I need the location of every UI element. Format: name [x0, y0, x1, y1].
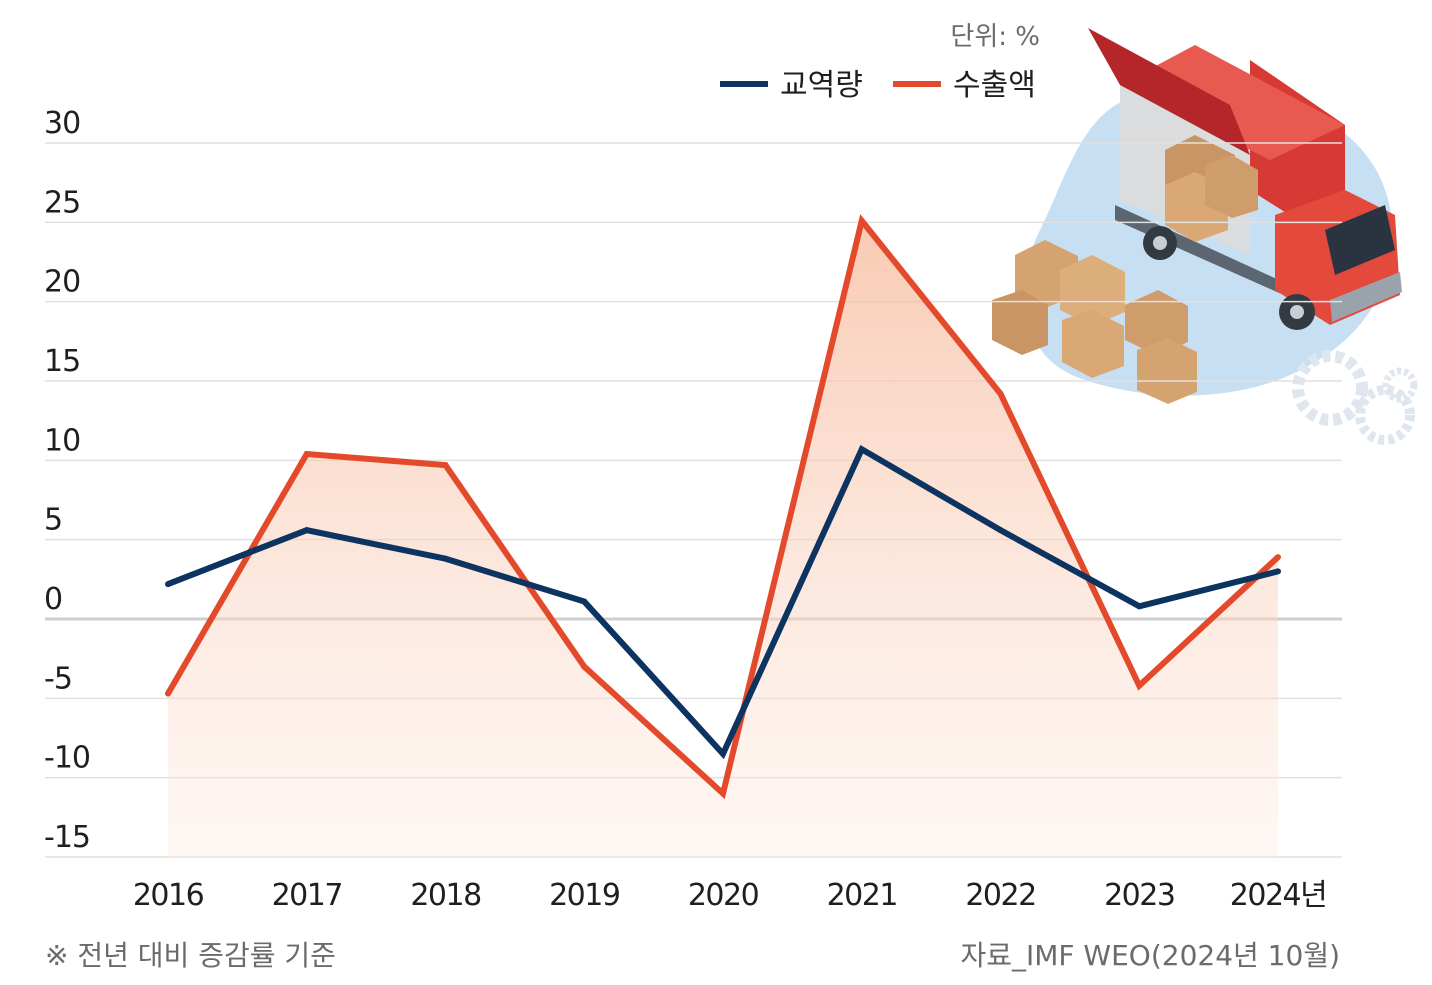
- point-trade-volume: [1136, 603, 1143, 610]
- box-ground-6: [1137, 338, 1197, 404]
- x-tick-label: 2020: [688, 878, 759, 913]
- y-tick-label: 5: [44, 503, 62, 538]
- export-area: [168, 220, 1278, 857]
- x-tick-label: 2016: [133, 878, 204, 913]
- truck-bumper: [1330, 272, 1402, 322]
- truck-windshield: [1325, 205, 1395, 275]
- point-export-value: [165, 690, 171, 697]
- y-tick-label: -5: [44, 661, 72, 696]
- point-trade-volume: [1275, 568, 1281, 575]
- truck-cargo-top: [1120, 45, 1345, 160]
- point-export-value: [720, 790, 726, 797]
- truck-door: [1088, 28, 1250, 155]
- x-tick-label: 2021: [827, 878, 897, 913]
- x-axis-ticks: 2016 2017 2018 2019 2020 2021 2022 2023 2024년: [133, 878, 1328, 913]
- box-ground-5: [1125, 290, 1188, 356]
- gear-icon: [1382, 367, 1418, 403]
- point-export-value: [858, 217, 865, 224]
- unit-label: 단위: %: [950, 22, 1040, 52]
- x-tick-label: 2018: [410, 878, 481, 913]
- y-tick-label: 15: [44, 344, 80, 379]
- gear-icon: [1355, 385, 1415, 445]
- point-export-value: [997, 390, 1004, 397]
- legend: 교역량 수출액: [720, 68, 1036, 103]
- y-tick-label: 25: [44, 185, 80, 220]
- x-tick-label: 2022: [965, 878, 1035, 913]
- point-trade-volume: [720, 750, 726, 757]
- y-axis-ticks: 30 25 20 15 10 5 0 -5 -10 -15: [44, 106, 91, 855]
- box-inside-3: [1205, 155, 1258, 218]
- y-tick-label: 10: [44, 423, 80, 458]
- y-tick-label: 0: [44, 582, 62, 617]
- delivery-truck-illustration: [992, 28, 1418, 445]
- footnote: ※ 전년 대비 증감률 기준: [45, 939, 336, 972]
- point-export-value: [303, 450, 310, 457]
- source-label: 자료_IMF WEO(2024년 10월): [960, 939, 1340, 972]
- box-ground-4: [1062, 310, 1124, 378]
- legend-label-export-value: 수출액: [953, 68, 1036, 103]
- point-trade-volume: [997, 527, 1004, 534]
- truck-wheel-front-hub: [1290, 305, 1304, 319]
- x-tick-label: 2019: [549, 878, 619, 913]
- series-lines: [165, 214, 1281, 800]
- export-area-fill: [168, 220, 1278, 857]
- point-trade-volume: [303, 527, 310, 534]
- x-tick-label: 2017: [272, 878, 342, 913]
- x-tick-label: 2023: [1104, 878, 1174, 913]
- legend-label-trade-volume: 교역량: [780, 68, 863, 103]
- gear-icon: [1292, 350, 1368, 426]
- box-ground-2: [1060, 255, 1125, 326]
- point-export-value: [1136, 682, 1143, 689]
- point-export-value: [1275, 554, 1281, 561]
- box-ground-3: [992, 290, 1048, 355]
- point-trade-volume: [165, 581, 171, 588]
- point-export-value: [581, 663, 588, 670]
- y-tick-label: -15: [44, 820, 90, 855]
- truck-wheel-back-hub: [1153, 236, 1167, 250]
- y-tick-label: -10: [44, 741, 90, 776]
- point-trade-volume: [858, 446, 865, 453]
- x-tick-label: 2024년: [1230, 878, 1326, 913]
- y-tick-label: 30: [44, 106, 80, 141]
- point-export-value: [442, 462, 449, 469]
- point-trade-volume: [581, 598, 588, 605]
- y-tick-label: 20: [44, 265, 80, 300]
- point-trade-volume: [442, 555, 449, 562]
